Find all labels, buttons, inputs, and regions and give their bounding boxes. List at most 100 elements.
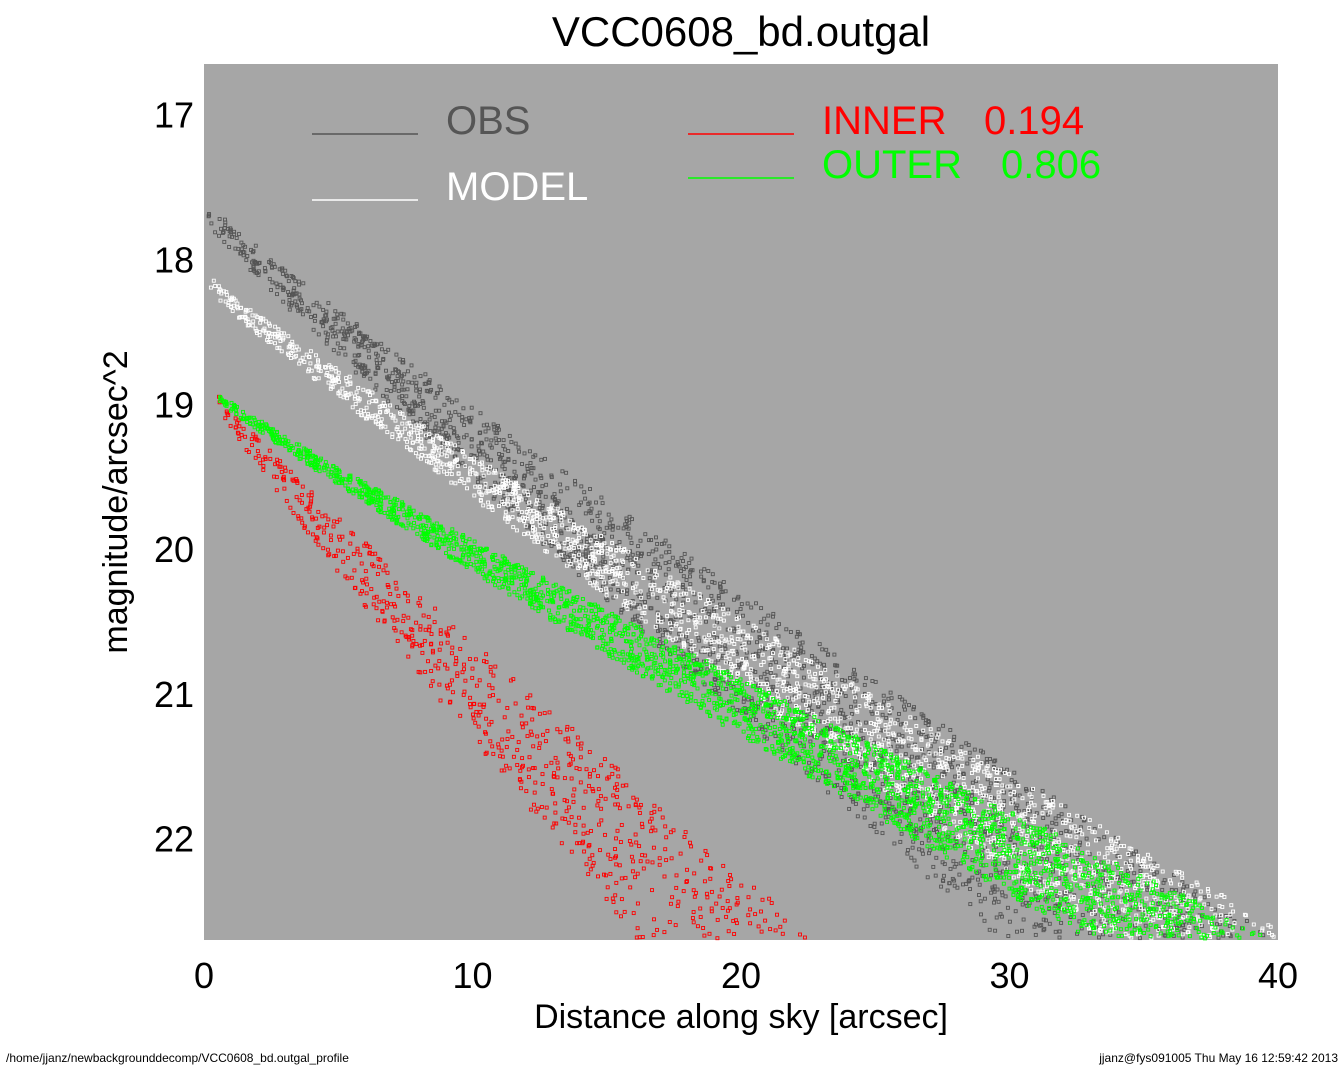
obs-point [849, 730, 854, 735]
obs-point [445, 433, 450, 438]
plot-area [204, 64, 1278, 940]
obs-point [766, 613, 771, 618]
obs-point [654, 535, 658, 540]
obs-point [280, 285, 285, 290]
obs-point [735, 596, 740, 601]
obs-point [409, 363, 414, 368]
obs-point [912, 705, 916, 710]
obs-point [892, 841, 897, 846]
obs-point [843, 694, 848, 698]
obs-point [695, 657, 700, 662]
obs-point [801, 698, 806, 703]
obs-point [1020, 928, 1024, 933]
obs-point [573, 482, 578, 487]
obs-point [862, 682, 867, 687]
obs-point [489, 445, 494, 450]
obs-point [809, 654, 814, 658]
obs-point [991, 765, 996, 769]
obs-point [427, 417, 432, 422]
obs-point [693, 600, 698, 605]
obs-point [689, 615, 694, 620]
obs-point [899, 722, 903, 727]
obs-point [617, 540, 622, 544]
obs-point [702, 567, 707, 572]
obs-point [803, 722, 808, 727]
obs-point [812, 656, 817, 661]
obs-point [734, 609, 739, 614]
obs-point [870, 679, 875, 683]
obs-point [795, 629, 800, 634]
obs-point [588, 510, 593, 515]
obs-point [681, 574, 686, 579]
obs-point [287, 298, 292, 302]
obs-point [407, 403, 412, 408]
obs-point [987, 927, 992, 932]
obs-point [209, 221, 214, 226]
obs-point [1048, 797, 1053, 802]
obs-point [440, 450, 445, 455]
obs-point [847, 806, 852, 811]
obs-point [820, 647, 825, 652]
obs-point [489, 438, 494, 443]
obs-point [1132, 871, 1137, 876]
obs-point [746, 620, 751, 625]
obs-point [900, 697, 905, 702]
obs-point [819, 689, 824, 694]
obs-point [977, 882, 982, 887]
obs-point [842, 715, 847, 720]
obs-point [656, 629, 661, 634]
obs-point [478, 411, 483, 416]
obs-point [771, 718, 775, 723]
obs-point [496, 423, 500, 428]
obs-point [425, 422, 430, 427]
obs-point [716, 596, 721, 601]
obs-point [467, 418, 472, 423]
obs-point [597, 510, 602, 515]
obs-point [384, 388, 389, 392]
obs-point [753, 670, 758, 674]
obs-point [636, 544, 641, 549]
obs-point [497, 438, 501, 442]
obs-point [659, 554, 664, 559]
obs-point [851, 799, 856, 804]
obs-point [636, 563, 641, 568]
obs-point [898, 839, 903, 844]
obs-point [1039, 923, 1044, 928]
obs-point [405, 369, 410, 374]
obs-point [895, 717, 900, 722]
obs-point [456, 435, 461, 440]
obs-point [1244, 919, 1249, 923]
obs-point [897, 695, 902, 699]
obs-point [294, 303, 299, 307]
obs-point [606, 512, 611, 517]
obs-point [1046, 812, 1050, 817]
obs-point [704, 619, 708, 624]
obs-point [1009, 778, 1014, 783]
obs-point [559, 531, 564, 536]
obs-point [461, 406, 466, 411]
obs-point [339, 311, 344, 316]
obs-point [1063, 804, 1068, 809]
obs-point [689, 556, 694, 561]
obs-point [643, 532, 648, 537]
obs-point [926, 838, 931, 843]
obs-point [757, 635, 762, 640]
obs-point [1039, 845, 1044, 850]
obs-point [242, 250, 247, 255]
obs-point [648, 606, 653, 611]
obs-point [1008, 790, 1013, 795]
obs-point [1169, 887, 1174, 892]
obs-point [286, 293, 291, 298]
obs-point [333, 321, 338, 326]
obs-point [663, 538, 668, 543]
obs-point [758, 675, 763, 680]
obs-point [252, 268, 257, 273]
obs-point [1056, 814, 1061, 819]
obs-point [491, 496, 496, 501]
obs-point [589, 558, 593, 563]
obs-point [808, 739, 813, 744]
obs-point [741, 699, 746, 704]
obs-point [988, 781, 993, 786]
obs-point [317, 304, 322, 309]
obs-point [584, 554, 588, 559]
